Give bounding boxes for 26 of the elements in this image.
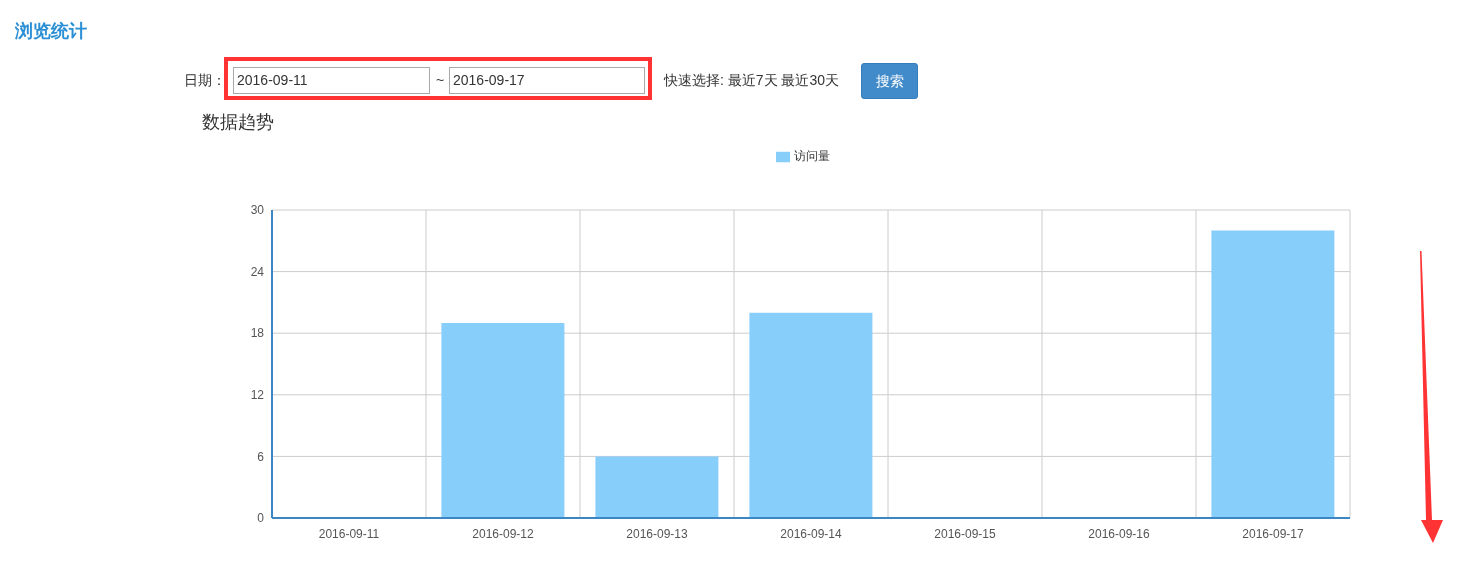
y-tick-label: 0 [257,511,265,526]
x-tick-label: 2016-09-16 [1088,526,1151,541]
text: 浏览统计 [15,20,87,42]
search-button: 搜索 [861,63,918,99]
x-tick-label: 2016-09-13 [626,526,689,541]
text: 日期： [184,71,226,90]
x-tick-label: 2016-09-15 [934,526,997,541]
bar [441,322,565,518]
text: 快速选择: 最近7天 最近30天 [664,71,840,90]
chart-title: 数据趋势 [202,111,274,134]
bar [749,312,873,518]
y-tick-label: 6 [257,449,265,464]
bar [1211,230,1335,518]
y-tick-label: 30 [250,203,265,218]
legend-label: 访问量 [794,149,830,163]
text-field: 2016-09-11 [233,67,430,94]
text-field: 2016-09-17 [449,67,645,94]
x-tick-label: 2016-09-14 [780,526,843,541]
x-tick-label: 2016-09-12 [472,526,535,541]
y-tick-label: 18 [250,326,265,341]
bar [595,456,719,518]
x-tick-label: 2016-09-17 [1242,526,1305,541]
text: ~ [436,71,445,90]
x-tick-label: 2016-09-11 [318,526,380,541]
y-tick-label: 24 [250,264,265,279]
y-tick-label: 12 [250,388,265,403]
